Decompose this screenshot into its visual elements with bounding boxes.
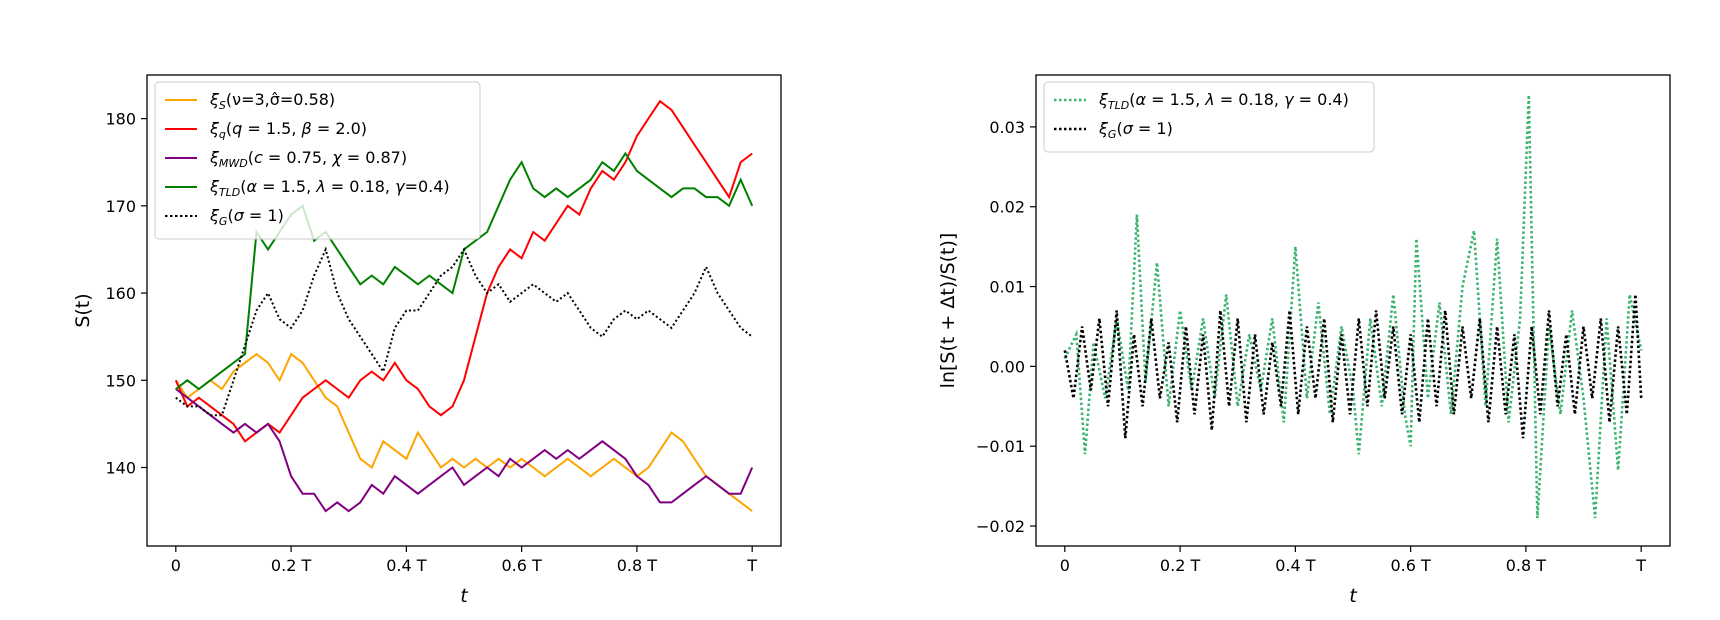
- y-tick-label: 0.02: [989, 198, 1025, 217]
- legend-label-part: χ: [331, 148, 342, 167]
- legend-label-part: ξ: [1098, 119, 1109, 138]
- legend-label-part: (: [226, 119, 232, 138]
- legend-label: ξTLD(α = 1.5, λ = 0.18, γ=0.4): [209, 177, 450, 199]
- legend-label-part: = 0.4): [1294, 90, 1349, 109]
- axes-frame: [1035, 74, 1671, 547]
- legend-label-part: λ: [1204, 90, 1214, 109]
- x-tick-label: T: [1635, 556, 1646, 575]
- legend-label-part: ξ: [209, 90, 220, 109]
- legend-label-part: λ: [315, 177, 325, 196]
- legend-label: ξTLD(α = 1.5, λ = 0.18, γ = 0.4): [1098, 90, 1349, 112]
- plot-area: [174, 99, 754, 513]
- y-axis-label: ln[S(t + Δt)/S(t)]: [937, 233, 959, 389]
- x-tick-label: 0: [171, 556, 181, 575]
- legend-label-part: c: [254, 148, 263, 167]
- y-tick-label: 180: [105, 110, 136, 129]
- legend-label-part: (: [227, 206, 233, 225]
- legend-label-part: β: [301, 119, 312, 138]
- x-tick-label: 0.8 T: [1506, 556, 1547, 575]
- x-tick-label: 0.4 T: [1275, 556, 1316, 575]
- legend-label: ξMWD(c = 0.75, χ = 0.87): [209, 148, 407, 170]
- legend-label: ξG(σ = 1): [209, 206, 284, 228]
- legend-label-part: q: [232, 119, 242, 138]
- x-tick-label: 0.4 T: [386, 556, 427, 575]
- legend-label-part: = 1.5,: [1146, 90, 1205, 109]
- legend-label-part: ξ: [209, 148, 220, 167]
- x-tick-label: 0.2 T: [1160, 556, 1201, 575]
- legend-box: [1043, 81, 1375, 153]
- legend-label-part: ξ: [209, 206, 220, 225]
- x-tick-label: T: [746, 556, 757, 575]
- series-line-1: [1063, 94, 1643, 519]
- series-line-5: [175, 246, 753, 417]
- x-tick-label: 0.2 T: [271, 556, 312, 575]
- chart-2: 0 0.2 T 0.4 T 0.6 T 0.8 T T −0.02 −0.01 0.00 0.01…: [937, 74, 1671, 607]
- legend-label-part: = 0.18,: [326, 177, 395, 196]
- legend: ξTLD(α = 1.5, λ = 0.18, γ = 0.4)ξG(σ = 1…: [1043, 81, 1375, 153]
- legend-label-part: = 0.75,: [263, 148, 332, 167]
- legend-label-part: G: [219, 215, 228, 228]
- legend-label-part: γ: [1284, 90, 1295, 109]
- legend-label-part: = 2.0): [312, 119, 367, 138]
- legend-label: ξG(σ = 1): [1098, 119, 1173, 141]
- y-tick-label: 170: [105, 197, 136, 216]
- legend-label-part: S: [219, 99, 226, 112]
- legend-label-part: = 0.87): [342, 148, 407, 167]
- legend-label-part: (ν=3,σ̂=0.58): [226, 90, 335, 109]
- legend-label-part: σ: [1123, 119, 1134, 138]
- x-axis-label: t: [1349, 585, 1358, 607]
- y-tick-label: −0.02: [976, 517, 1025, 536]
- y-tick-label: 0.01: [989, 278, 1025, 297]
- legend-label-part: ξ: [209, 119, 220, 138]
- chart-1: 0 0.2 T 0.4 T 0.6 T 0.8 T T140150160170180tS(…: [72, 74, 782, 607]
- y-tick-label: 160: [105, 284, 136, 303]
- series-line-3: [175, 388, 754, 513]
- legend-label-part: (: [1116, 119, 1122, 138]
- legend-label-part: α: [1136, 90, 1147, 109]
- x-tick-label: 0.8 T: [617, 556, 658, 575]
- legend-label-part: = 1.5,: [242, 119, 301, 138]
- legend-label-part: σ: [234, 206, 245, 225]
- legend-label-part: (: [240, 177, 246, 196]
- legend-label-part: TLD: [219, 186, 240, 199]
- y-tick-label: 0.03: [989, 118, 1025, 137]
- legend-label-part: = 1.5,: [257, 177, 316, 196]
- legend-label-part: q: [219, 128, 226, 141]
- y-tick-label: 0.00: [989, 357, 1025, 376]
- legend-label-part: =0.4): [405, 177, 450, 196]
- series-line-1: [174, 352, 753, 512]
- legend-box: [154, 81, 481, 240]
- y-tick-label: 150: [105, 371, 136, 390]
- legend-label-part: α: [247, 177, 258, 196]
- y-tick-label: −0.01: [976, 437, 1025, 456]
- series-line-2: [174, 99, 753, 443]
- legend-label-part: (: [248, 148, 254, 167]
- legend-label-part: G: [1108, 128, 1117, 141]
- legend-label-part: ξ: [1098, 90, 1109, 109]
- axes-frame: [146, 74, 782, 547]
- x-tick-label: 0.6 T: [501, 556, 542, 575]
- plot-area: [1063, 94, 1643, 519]
- legend-label-part: γ: [395, 177, 406, 196]
- legend-label-part: MWD: [219, 157, 248, 170]
- legend-label-part: = 0.18,: [1215, 90, 1284, 109]
- legend-label-part: (: [1129, 90, 1135, 109]
- series-line-2: [1063, 294, 1643, 439]
- legend: ξS(ν=3,σ̂=0.58)ξq(q = 1.5, β = 2.0)ξMWD(…: [154, 81, 481, 240]
- legend-label-part: = 1): [244, 206, 284, 225]
- legend-label: ξS(ν=3,σ̂=0.58): [209, 90, 335, 112]
- x-axis-label: t: [460, 585, 469, 607]
- legend-label-part: TLD: [1108, 99, 1129, 112]
- legend-label-part: ξ: [209, 177, 220, 196]
- legend-label: ξq(q = 1.5, β = 2.0): [209, 119, 367, 141]
- x-tick-label: 0: [1060, 556, 1070, 575]
- x-tick-label: 0.6 T: [1390, 556, 1431, 575]
- y-axis-label: S(t): [72, 293, 94, 327]
- legend-label-part: = 1): [1133, 119, 1173, 138]
- y-tick-label: 140: [105, 459, 136, 478]
